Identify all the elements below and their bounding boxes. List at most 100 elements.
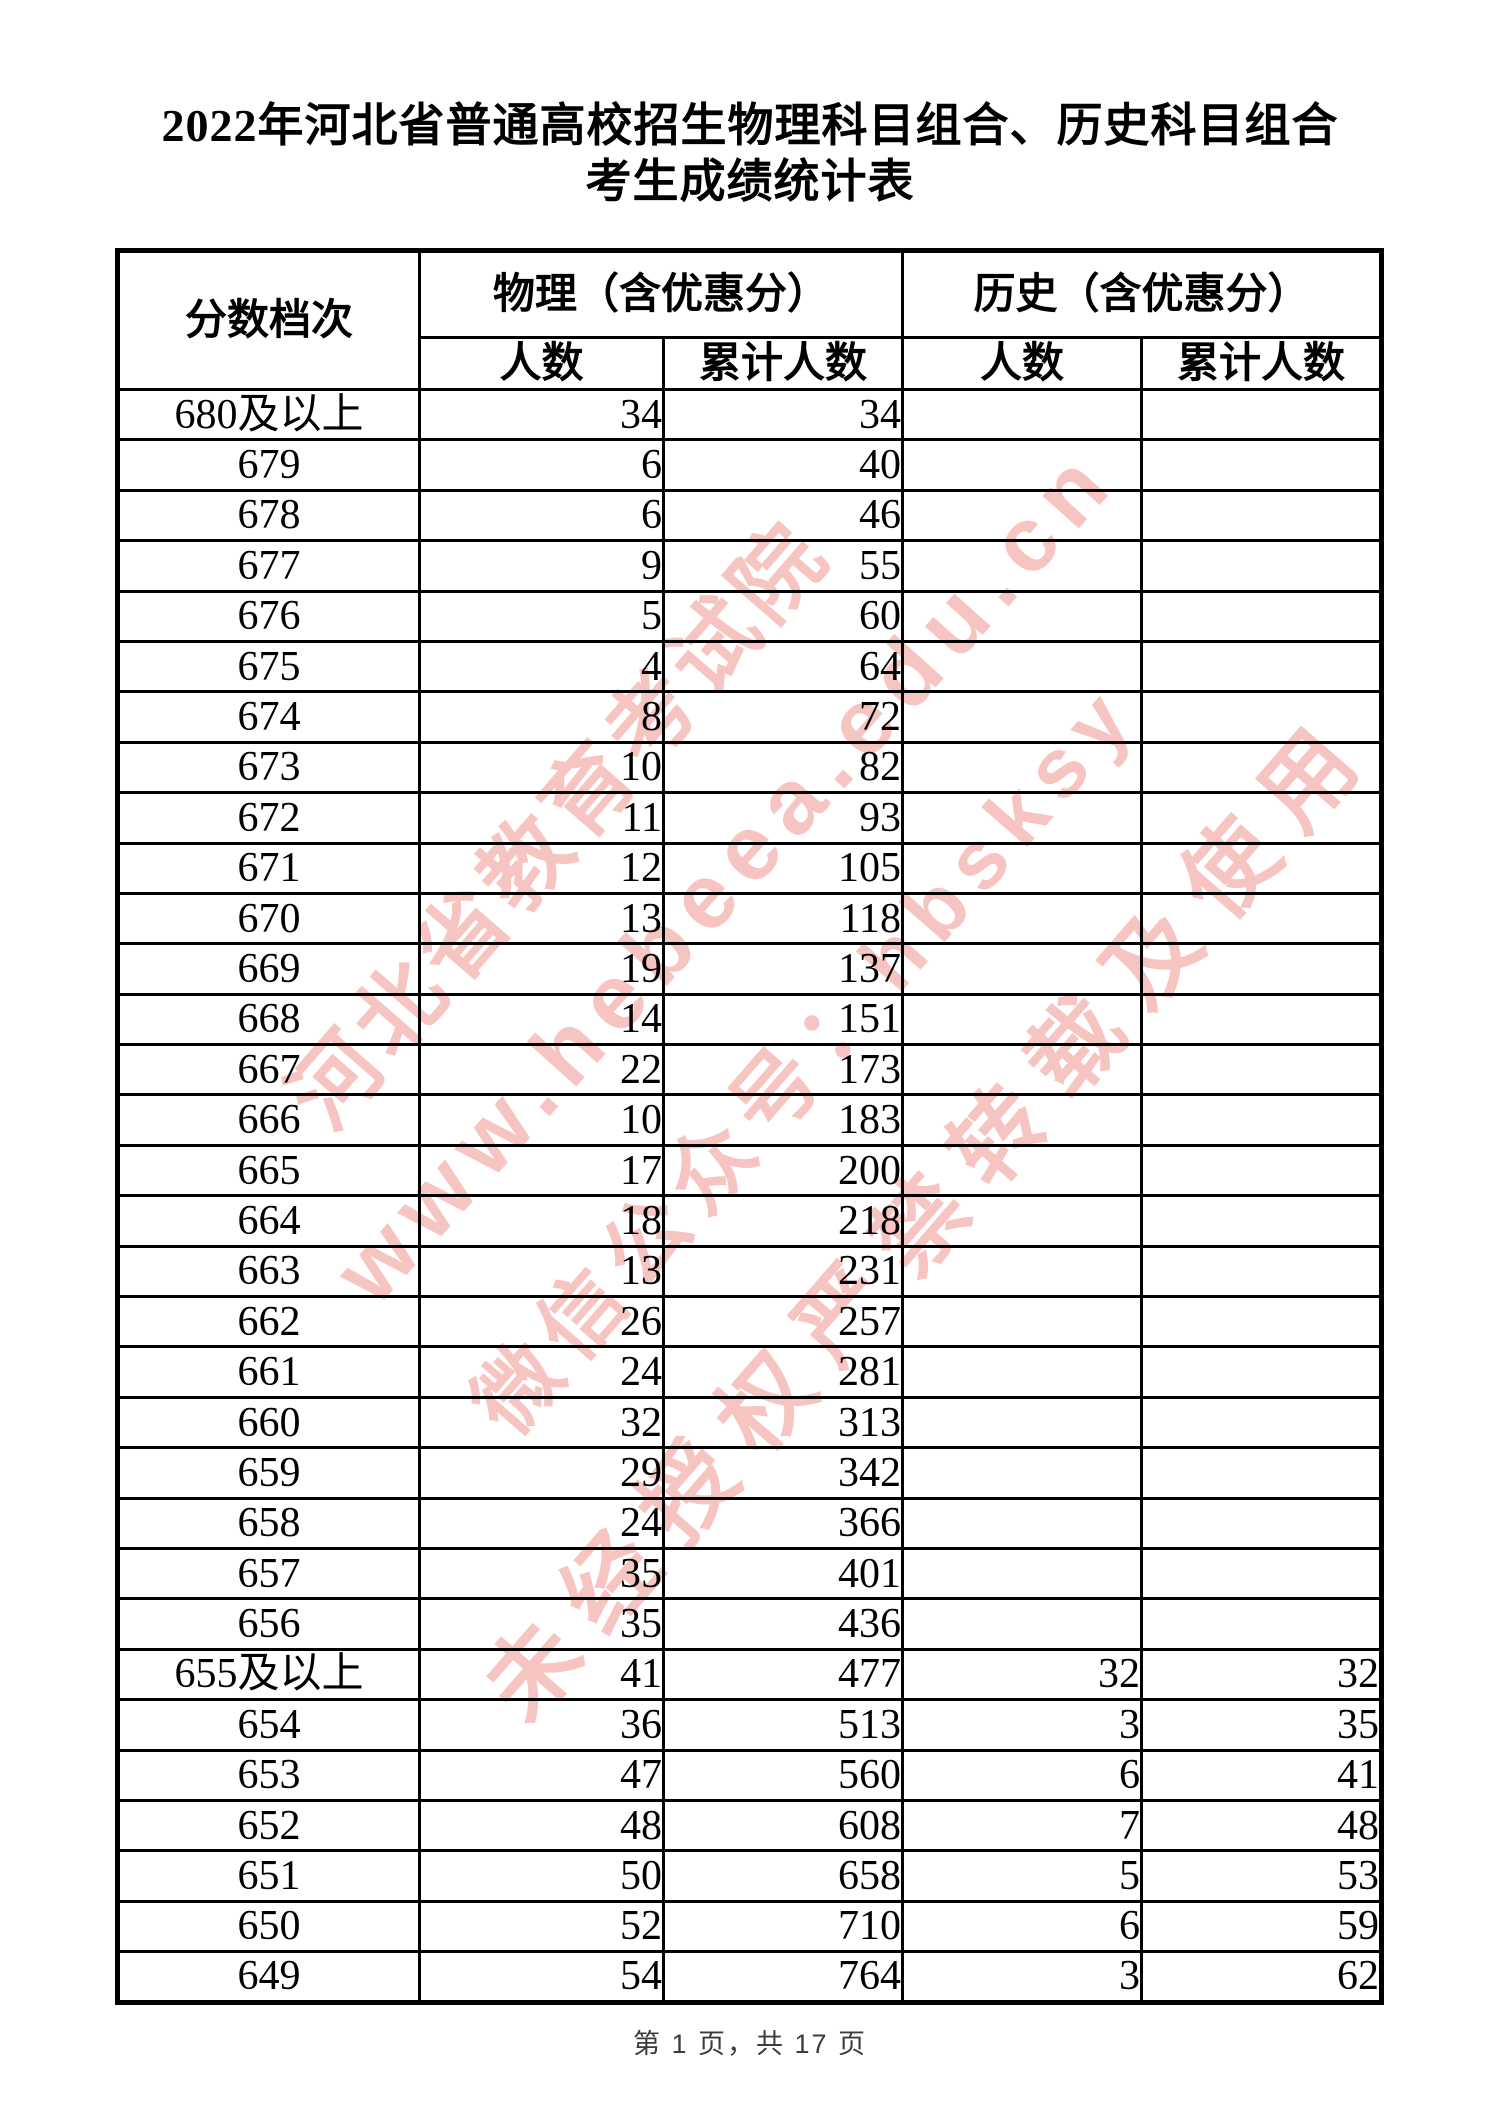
physics-count-cell: 12	[418, 841, 665, 895]
physics-cumulative-cell: 64	[661, 639, 905, 694]
history-count-cell	[901, 942, 1144, 996]
table-row: 662 26 257	[116, 1295, 1384, 1349]
table-row: 657 35 401	[116, 1546, 1384, 1601]
header-history-group: 历史（含优惠分）	[901, 249, 1384, 339]
table-row: 675 4 64	[116, 639, 1384, 694]
physics-cumulative-cell: 342	[661, 1446, 905, 1500]
score-cell: 655及以上	[116, 1647, 421, 1702]
history-cumulative-cell	[1140, 942, 1384, 996]
physics-count-cell: 52	[418, 1899, 665, 1954]
history-count-cell: 7	[901, 1798, 1144, 1853]
history-cumulative-cell	[1140, 690, 1384, 744]
history-cumulative-cell	[1140, 1043, 1384, 1097]
physics-count-cell: 19	[418, 942, 665, 996]
history-count-cell: 6	[901, 1899, 1144, 1954]
page-title: 2022年河北省普通高校招生物理科目组合、历史科目组合 考生成绩统计表	[0, 98, 1500, 210]
physics-count-cell: 8	[418, 690, 665, 744]
history-cumulative-cell	[1140, 992, 1384, 1047]
score-cell: 678	[116, 488, 421, 543]
table-row: 660 32 313	[116, 1395, 1384, 1450]
physics-cumulative-cell: 560	[661, 1748, 905, 1802]
history-count-cell	[901, 1244, 1144, 1299]
score-cell: 664	[116, 1194, 421, 1248]
table-row: 659 29 342	[116, 1446, 1384, 1500]
physics-cumulative-cell: 764	[661, 1950, 905, 2004]
physics-count-cell: 11	[418, 791, 665, 845]
history-count-cell	[901, 639, 1144, 694]
physics-cumulative-cell: 46	[661, 488, 905, 543]
table-row: 663 13 231	[116, 1244, 1384, 1299]
history-cumulative-cell	[1140, 1093, 1384, 1147]
physics-cumulative-cell: 658	[661, 1849, 905, 1903]
table-row: 678 6 46	[116, 488, 1384, 543]
physics-cumulative-cell: 55	[661, 539, 905, 593]
history-count-cell	[901, 488, 1144, 543]
table-row: 650 52 710 6 59	[116, 1899, 1384, 1954]
history-count-cell	[901, 589, 1144, 643]
table-row: 669 19 137	[116, 942, 1384, 996]
physics-cumulative-cell: 366	[661, 1496, 905, 1550]
score-cell: 667	[116, 1043, 421, 1097]
physics-count-cell: 6	[418, 438, 665, 492]
history-cumulative-cell	[1140, 1295, 1384, 1349]
physics-cumulative-cell: 281	[661, 1345, 905, 1399]
physics-count-cell: 36	[418, 1698, 665, 1752]
physics-cumulative-cell: 477	[661, 1647, 905, 1702]
table-row: 649 54 764 3 62	[116, 1950, 1384, 2004]
score-cell: 677	[116, 539, 421, 593]
history-count-cell	[901, 438, 1144, 492]
table-row: 658 24 366	[116, 1496, 1384, 1550]
history-cumulative-cell: 32	[1140, 1647, 1384, 1702]
history-cumulative-cell	[1140, 1143, 1384, 1198]
history-count-cell	[901, 1143, 1144, 1198]
physics-cumulative-cell: 173	[661, 1043, 905, 1097]
table-row: 661 24 281	[116, 1345, 1384, 1399]
header-physics-group: 物理（含优惠分）	[417, 249, 905, 339]
physics-count-cell: 26	[418, 1295, 665, 1349]
history-count-cell	[901, 1093, 1144, 1147]
physics-cumulative-cell: 183	[661, 1093, 905, 1147]
history-cumulative-cell	[1140, 539, 1384, 593]
table-row: 674 8 72	[116, 690, 1384, 744]
history-count-cell: 32	[901, 1647, 1144, 1702]
score-cell: 659	[116, 1446, 421, 1500]
physics-count-cell: 35	[418, 1546, 665, 1601]
history-cumulative-cell: 35	[1140, 1698, 1384, 1752]
history-cumulative-cell	[1140, 1546, 1384, 1601]
physics-count-cell: 47	[418, 1748, 665, 1802]
score-cell: 674	[116, 690, 421, 744]
physics-count-cell: 22	[418, 1043, 665, 1097]
physics-count-cell: 54	[418, 1950, 665, 2004]
history-cumulative-cell	[1140, 438, 1384, 492]
history-count-cell	[901, 1194, 1144, 1248]
physics-count-cell: 6	[418, 488, 665, 543]
score-cell: 663	[116, 1244, 421, 1299]
physics-cumulative-cell: 218	[661, 1194, 905, 1248]
score-cell: 658	[116, 1496, 421, 1550]
score-cell: 650	[116, 1899, 421, 1954]
score-cell: 672	[116, 791, 421, 845]
page-title-line2: 考生成绩统计表	[585, 156, 915, 207]
physics-count-cell: 48	[418, 1798, 665, 1853]
score-cell: 654	[116, 1698, 421, 1752]
score-table-body: 680及以上 34 34 679 6 40 678 6 46 677 9 55 676 5 60 675 4 64…	[116, 387, 1384, 2004]
history-cumulative-cell: 62	[1140, 1950, 1384, 2004]
score-cell: 649	[116, 1950, 421, 2004]
header-row-subcolumns: 人数 累计人数 人数 累计人数	[118, 336, 1384, 391]
table-row: 666 10 183	[116, 1093, 1384, 1147]
table-row: 676 5 60	[116, 589, 1384, 643]
physics-cumulative-cell: 513	[661, 1698, 905, 1752]
page-title-line1: 2022年河北省普通高校招生物理科目组合、历史科目组合	[161, 100, 1339, 151]
score-cell: 661	[116, 1345, 421, 1399]
physics-cumulative-cell: 151	[661, 992, 905, 1047]
table-row: 656 35 436	[116, 1597, 1384, 1651]
score-cell: 660	[116, 1395, 421, 1450]
physics-cumulative-cell: 60	[661, 589, 905, 643]
physics-cumulative-cell: 40	[661, 438, 905, 492]
table-row: 653 47 560 6 41	[116, 1748, 1384, 1802]
table-row: 654 36 513 3 35	[116, 1698, 1384, 1752]
score-cell: 671	[116, 841, 421, 895]
history-count-cell	[901, 891, 1144, 946]
score-table: 分数档次 物理（含优惠分） 历史（含优惠分） 人数 累计人数 人数 累计人数 6…	[115, 248, 1385, 2005]
physics-cumulative-cell: 710	[661, 1899, 905, 1954]
